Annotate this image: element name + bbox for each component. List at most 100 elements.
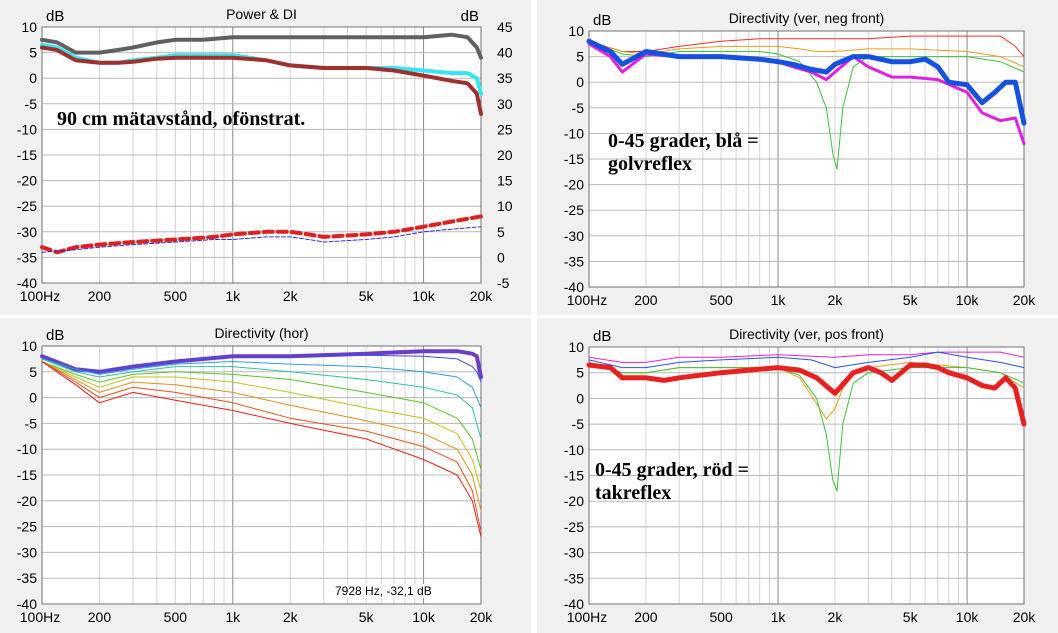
x-tick-label: 500 [709,609,733,625]
x-tick-label: 10k [412,609,436,625]
y-tick-label: -15 [17,467,37,483]
x-tick-label: 100Hz [567,292,607,308]
plot-frame [41,26,482,284]
y-tick-label: -35 [564,570,584,586]
y-tick-label: -25 [17,198,37,214]
y-tick-label: 0 [29,70,37,86]
y-tick-label: -25 [564,202,584,218]
chart-title: Directivity (ver, pos front) [729,326,884,342]
chart-title: Power & DI [226,6,297,22]
y2-tick-label: 5 [497,224,505,240]
y-tick-label: -35 [564,253,584,269]
x-tick-label: 200 [88,609,112,625]
x-tick-label: 200 [634,609,658,625]
y-tick-label: 10 [21,338,37,354]
series-line [41,361,482,538]
y-tick-label: -35 [17,570,37,586]
x-tick-label: 2k [283,288,299,304]
x-tick-label: 1k [771,609,787,625]
y-tick-label: -30 [564,228,584,244]
series-line [41,358,482,440]
x-tick-label: 5k [903,609,919,625]
y-tick-label: -10 [17,441,37,457]
y-tick-label: -30 [564,545,584,561]
y-tick-label: 5 [576,49,584,65]
chart-title: Directivity (ver, neg front) [729,10,885,26]
x-tick-label: 1k [771,292,787,308]
y-tick-label: -5 [25,96,38,112]
y2-tick-label: 15 [497,173,513,189]
y-tick-label: 5 [29,364,37,380]
y-tick-label: -10 [564,442,584,458]
series-line [588,351,1025,369]
y2-tick-label: -5 [497,275,510,291]
x-tick-label: 5k [359,609,375,625]
y-tick-label: -35 [17,249,37,265]
directivity-ver-pos-chart: 10 5 0 -5 -10 -15 -20 -25 -30 -35 -40 100Hz 200 500 1k… [537,318,1058,633]
chart-annotation: 90 cm mätavstånd, ofönstrat. [57,108,306,130]
y-tick-label: -25 [564,519,584,535]
series-line [586,362,1027,427]
series-line [41,354,482,383]
series-line [41,358,482,409]
cursor-readout: 7928 Hz, -32,1 dB [335,584,432,598]
x-tick-label: 5k [903,292,919,308]
x-tick-label: 20k [1013,292,1037,308]
y-tick-label: 10 [21,19,37,35]
y-tick-label: -20 [17,173,37,189]
y2-tick-label: 0 [497,249,505,265]
y-tick-label: -40 [17,275,37,291]
y-tick-label: -20 [564,493,584,509]
chart-title: Directivity (hor) [214,325,308,341]
x-tick-label: 10k [956,609,980,625]
y2-tick-label: 25 [497,121,513,137]
x-tick-label: 200 [88,288,112,304]
chart-annotation: 0-45 grader, blå = golvreflex [608,130,759,175]
x-tick-label: 200 [634,292,658,308]
series-line [41,361,482,491]
y-axis-label: dB [593,12,611,29]
x-tick-label: 2k [283,609,299,625]
series-line [41,361,482,533]
x-tick-label: 20k [1013,609,1037,625]
y-tick-label: -10 [564,125,584,141]
y-tick-label: -5 [572,100,585,116]
series-line [41,226,482,253]
x-tick-label: 20k [470,288,494,304]
x-tick-label: 1k [225,288,241,304]
plot-frame [588,346,1025,605]
x-tick-label: 20k [470,609,494,625]
y-tick-label: 5 [29,45,37,61]
series-line [41,361,482,471]
x-tick-label: 10k [956,292,980,308]
y-tick-label: -15 [564,468,584,484]
series-line [586,38,1027,126]
series-line [40,32,483,60]
x-tick-label: 500 [164,609,188,625]
y-tick-label: -15 [17,147,37,163]
y-tick-label: -40 [17,596,37,612]
x-tick-label: 100Hz [567,609,607,625]
y-tick-label: -15 [564,151,584,167]
series-line [40,45,483,116]
y2-tick-label: 20 [497,147,513,163]
y-tick-label: -10 [17,121,37,137]
y-tick-label: 0 [29,390,37,406]
y-axis-label: dB [593,328,611,345]
series-line [588,351,1025,363]
y-tick-label: -30 [17,544,37,560]
plot-frame [41,345,482,605]
y2-tick-label: 40 [497,45,513,61]
y-tick-label: -25 [17,519,37,535]
series-line [588,35,1025,58]
y-tick-label: 0 [576,74,584,90]
x-tick-label: 1k [225,609,241,625]
y2-tick-label: 30 [497,96,513,112]
x-tick-label: 100Hz [20,609,60,625]
y-tick-label: -5 [25,415,38,431]
x-tick-label: 5k [359,288,375,304]
y-tick-label: -30 [17,224,37,240]
power-di-chart: 10 5 0 -5 -10 -15 -20 -25 -30 -35 -40 45 40 35 30 25 20 1… [0,0,531,315]
chart-annotation: 0-45 grader, röd = takreflex [595,459,749,504]
